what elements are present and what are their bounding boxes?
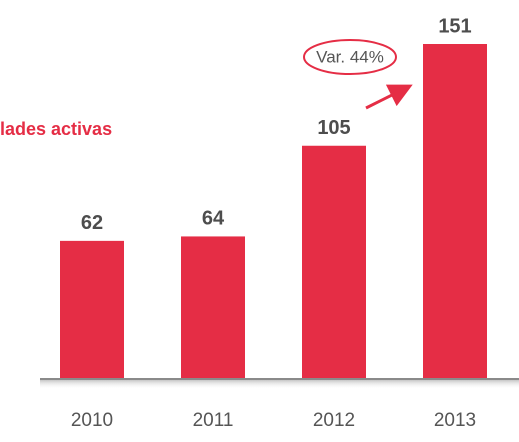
annotation: Var. 44%: [316, 47, 384, 66]
value-label: 105: [317, 117, 350, 139]
x-tick-label: 2011: [193, 410, 234, 431]
x-tick-label: 2012: [313, 410, 355, 431]
annotation-arrow: [365, 84, 413, 110]
bar: [423, 44, 487, 378]
bar: [60, 240, 124, 378]
x-tick-label: 2010: [71, 410, 113, 431]
value-label: 62: [81, 212, 103, 234]
chart-title: lades activas: [0, 119, 112, 139]
bar: [181, 236, 245, 378]
value-label: 151: [438, 15, 471, 37]
axis-shadow: [40, 379, 519, 389]
value-label: 64: [202, 208, 225, 230]
x-tick-label: 2013: [434, 410, 476, 431]
bar: [302, 145, 366, 378]
annotation-ellipse: [303, 39, 397, 75]
